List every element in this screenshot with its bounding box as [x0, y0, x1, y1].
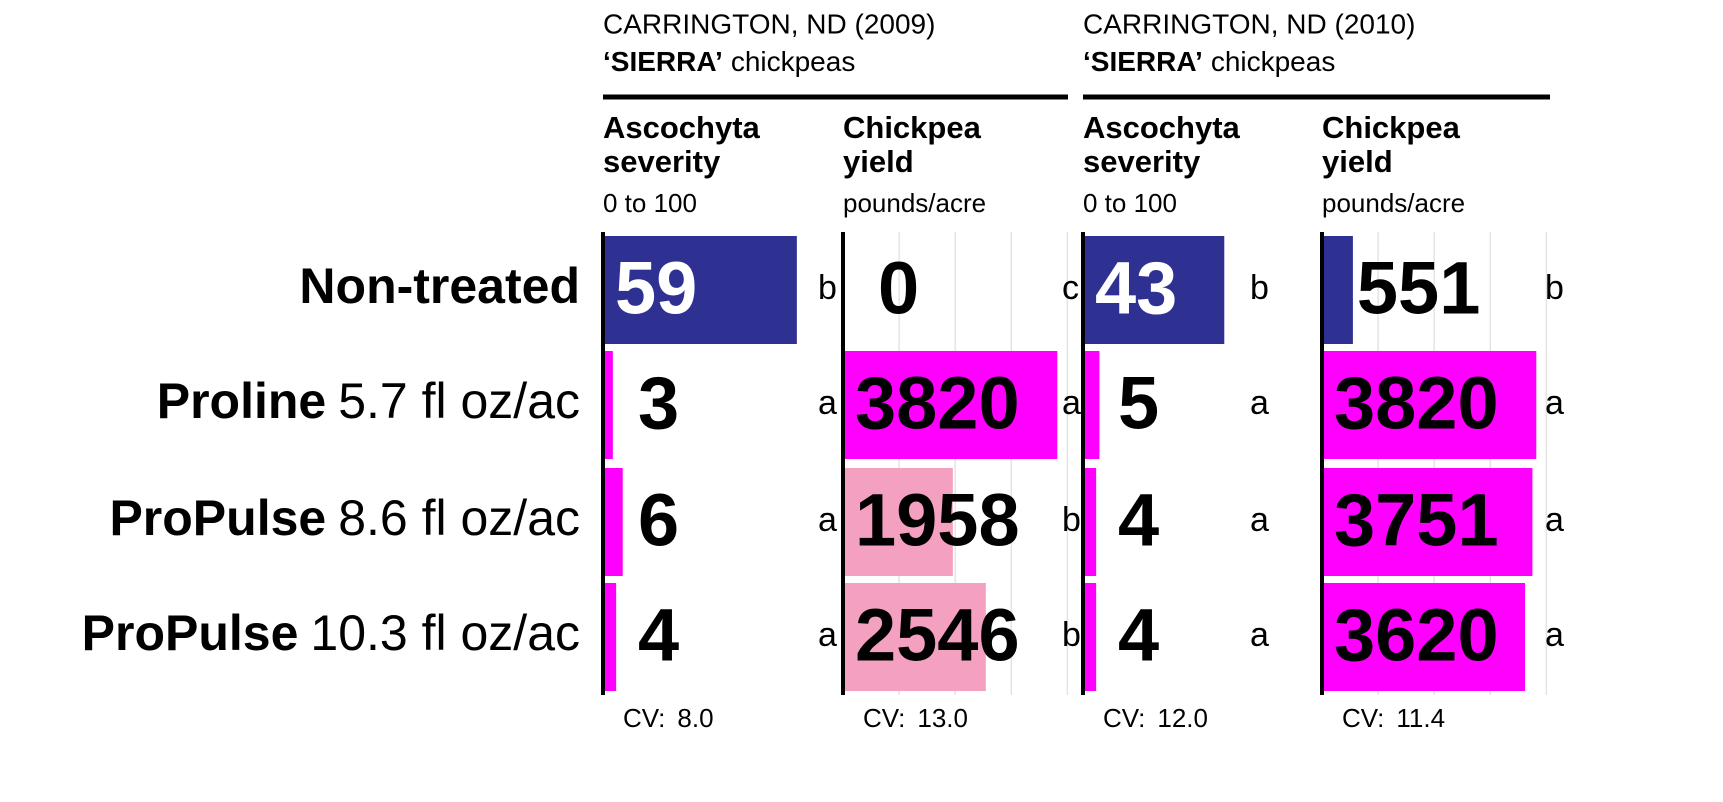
- subtitle-bold: ‘SIERRA’: [603, 46, 723, 77]
- significance-letter: a: [1545, 616, 1564, 654]
- value-label: 3: [638, 362, 679, 445]
- row-name: ProPulse: [82, 605, 299, 661]
- panel-title: Chickpea: [1322, 110, 1461, 145]
- panel-unit: pounds/acre: [1322, 188, 1465, 218]
- significance-letter: a: [818, 384, 837, 422]
- bar: [1083, 583, 1097, 691]
- value-label: 4: [1118, 479, 1159, 562]
- row-label: ProPulse 8.6 fl oz/ac: [109, 490, 580, 546]
- subtitle-text: chickpeas: [1211, 46, 1336, 77]
- cv-value: 8.0: [677, 703, 713, 733]
- bar: [843, 351, 1058, 459]
- value-label: 5: [1118, 362, 1159, 445]
- cv-value: 11.4: [1396, 703, 1445, 733]
- value-label: 3751: [1334, 479, 1499, 562]
- significance-letter: a: [1250, 384, 1269, 422]
- row-rate: 5.7 fl oz/ac: [338, 373, 580, 429]
- panel-title: severity: [1083, 144, 1201, 179]
- bar: [603, 468, 623, 576]
- bar: [1083, 236, 1225, 344]
- significance-letter: b: [1062, 501, 1081, 539]
- bar: [1083, 351, 1100, 459]
- cv-prefix: CV:: [1342, 703, 1384, 733]
- significance-letter: b: [818, 269, 837, 307]
- row-name: ProPulse: [109, 490, 326, 546]
- row-rate: 10.3 fl oz/ac: [310, 605, 580, 661]
- value-label: 3820: [855, 362, 1020, 445]
- panel-title: Chickpea: [843, 110, 982, 145]
- group-title: CARRINGTON, ND (2009): [603, 8, 935, 39]
- panel-unit: pounds/acre: [843, 188, 986, 218]
- bar: [603, 583, 617, 691]
- row-name: Proline: [157, 373, 326, 429]
- group-subtitle: ‘SIERRA’ chickpeas: [603, 46, 855, 77]
- significance-letter: a: [1250, 616, 1269, 654]
- bar: [1322, 583, 1526, 691]
- bar: [843, 468, 953, 576]
- significance-letter: b: [1250, 269, 1269, 307]
- significance-letter: a: [818, 501, 837, 539]
- value-label: 3820: [1334, 362, 1499, 445]
- cv-label: CV: 12.0: [1103, 703, 1208, 733]
- value-label: 6: [638, 479, 679, 562]
- row-label: Proline 5.7 fl oz/ac: [157, 373, 580, 429]
- bar: [1322, 351, 1537, 459]
- row-rate: 8.6 fl oz/ac: [338, 490, 580, 546]
- row-label: Non-treated: [299, 258, 580, 314]
- value-label: 59: [615, 247, 697, 330]
- group-subtitle: ‘SIERRA’ chickpeas: [1083, 46, 1335, 77]
- bar: [603, 236, 797, 344]
- value-label: 4: [1118, 594, 1159, 677]
- bar: [1322, 236, 1353, 344]
- cv-label: CV: 13.0: [863, 703, 968, 733]
- significance-letter: a: [1062, 384, 1081, 422]
- significance-letter: a: [1250, 501, 1269, 539]
- significance-letter: a: [818, 616, 837, 654]
- cv-label: CV: 8.0: [623, 703, 714, 733]
- panel-title: severity: [603, 144, 721, 179]
- bar: [1083, 468, 1097, 576]
- significance-letter: b: [1545, 269, 1564, 307]
- bar: [603, 351, 613, 459]
- cv-prefix: CV:: [623, 703, 665, 733]
- panel-title: yield: [843, 144, 914, 179]
- cv-prefix: CV:: [1103, 703, 1145, 733]
- value-label: 3620: [1334, 594, 1499, 677]
- panel-unit: 0 to 100: [603, 188, 697, 218]
- value-label: 1958: [855, 479, 1020, 562]
- panel-title: Ascochyta: [603, 110, 761, 145]
- row-label: ProPulse 10.3 fl oz/ac: [82, 605, 580, 661]
- subtitle-bold: ‘SIERRA’: [1083, 46, 1203, 77]
- value-label: 2546: [855, 594, 1020, 677]
- panel-title: Ascochyta: [1083, 110, 1241, 145]
- significance-letter: a: [1545, 384, 1564, 422]
- group-title: CARRINGTON, ND (2010): [1083, 8, 1415, 39]
- cv-label: CV: 11.4: [1342, 703, 1445, 733]
- panel-title: yield: [1322, 144, 1393, 179]
- significance-letter: a: [1545, 501, 1564, 539]
- value-label: 551: [1357, 247, 1480, 330]
- cv-value: 12.0: [1157, 703, 1208, 733]
- bar: [843, 583, 986, 691]
- value-label: 4: [638, 594, 679, 677]
- value-label: 43: [1095, 247, 1177, 330]
- row-name: Non-treated: [299, 258, 580, 314]
- significance-letter: c: [1062, 269, 1079, 307]
- value-label: 0: [878, 247, 919, 330]
- subtitle-text: chickpeas: [731, 46, 856, 77]
- panel-unit: 0 to 100: [1083, 188, 1177, 218]
- bar: [1322, 468, 1533, 576]
- cv-prefix: CV:: [863, 703, 905, 733]
- significance-letter: b: [1062, 616, 1081, 654]
- cv-value: 13.0: [917, 703, 968, 733]
